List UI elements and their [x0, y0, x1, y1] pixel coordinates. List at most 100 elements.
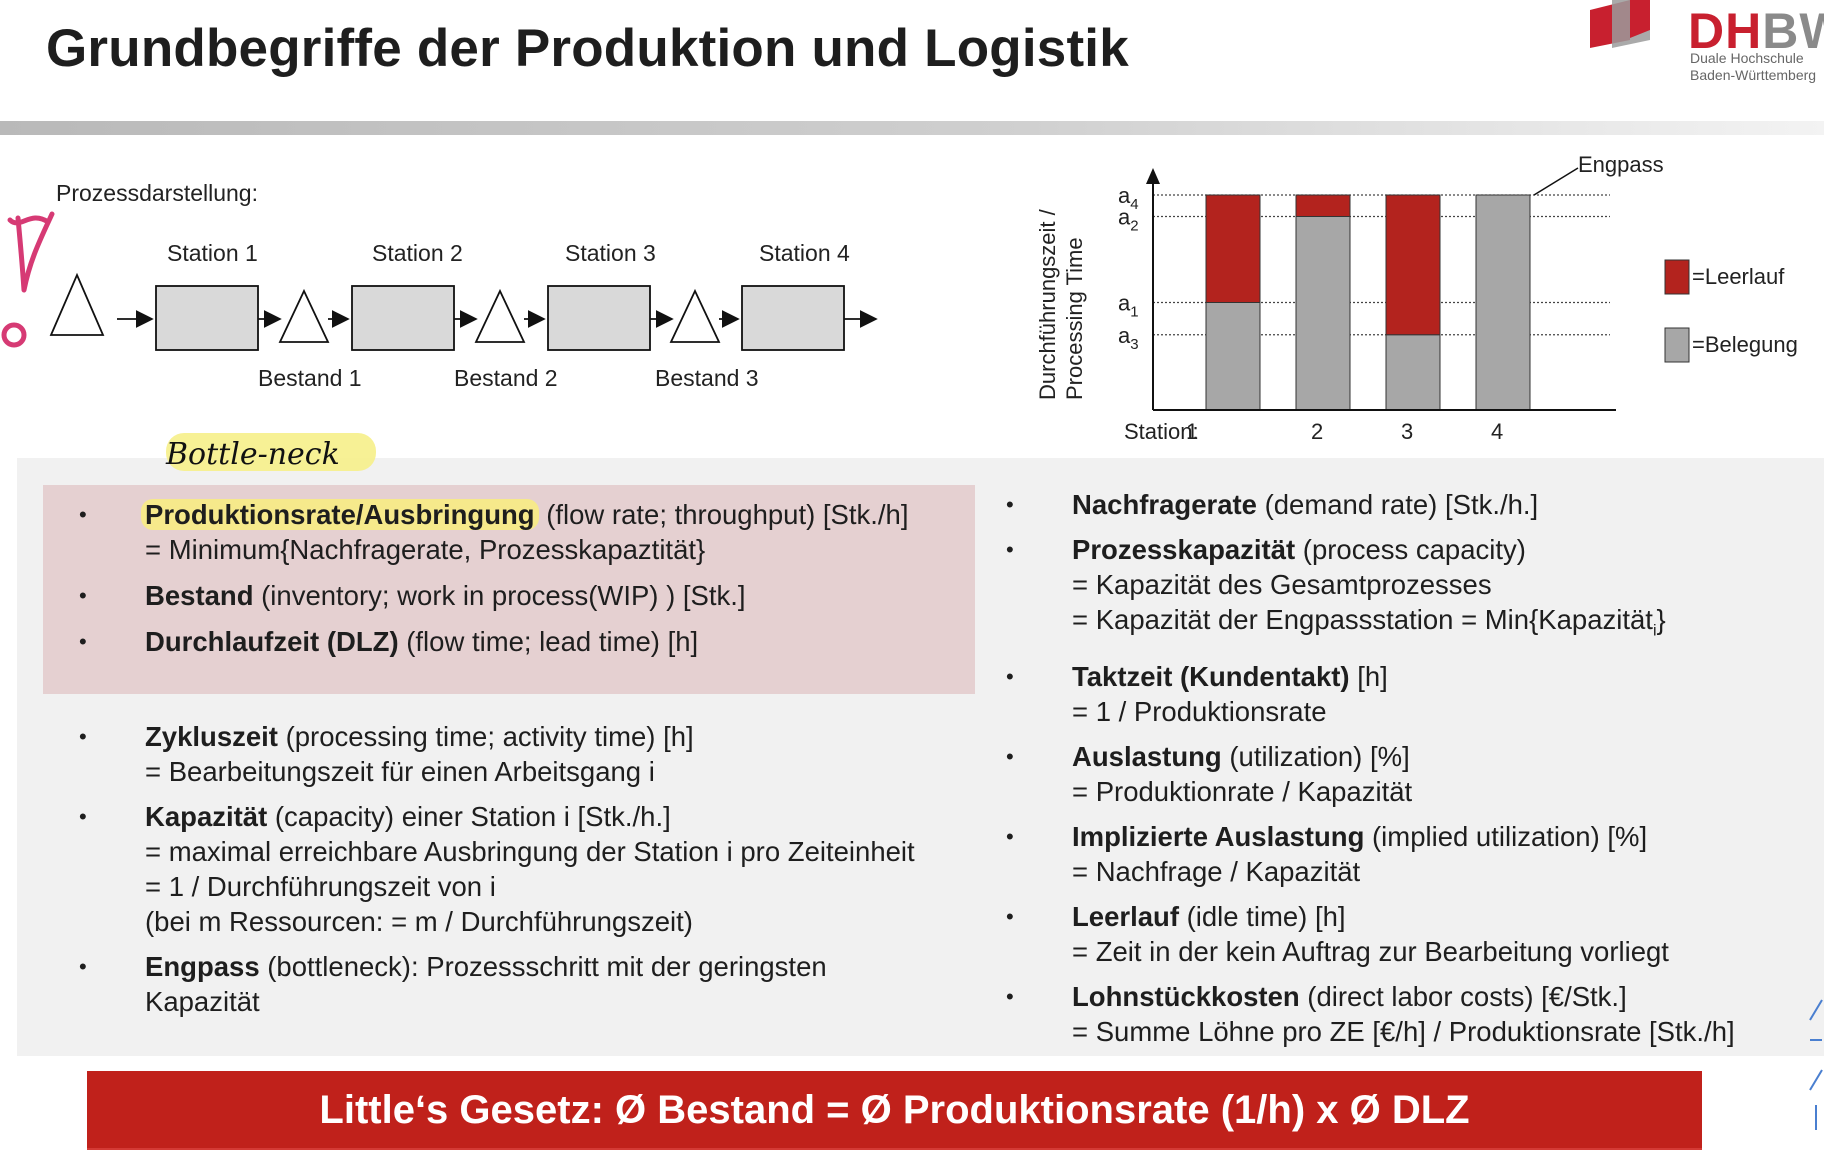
- bar-belegung-3: [1385, 334, 1441, 411]
- definition-text: (idle time) [h]: [1178, 900, 1346, 932]
- definition-text: (flow time; lead time) [h]: [398, 626, 699, 657]
- inventory-triangle-2: [474, 288, 526, 343]
- legend-label: =Belegung: [1692, 332, 1798, 357]
- definition-item: • Zykluszeit (processing time; activity t…: [43, 719, 993, 789]
- definition-item: • Nachfragerate (demand rate) [Stk./h.]: [970, 487, 1820, 522]
- definition-term: Lohnstückkosten: [1072, 980, 1300, 1012]
- process-heading: Prozessdarstellung:: [56, 180, 258, 206]
- definition-term: Leerlauf: [1072, 900, 1179, 932]
- definition-continuation: = Zeit in der kein Auftrag zur Bearbeitu…: [1072, 935, 1669, 967]
- bullet-icon: •: [1006, 492, 1014, 517]
- definition-item: • Leerlauf (idle time) [h] = Zeit in der k…: [970, 899, 1820, 969]
- inventory-label-1: Bestand 1: [258, 365, 362, 391]
- definition-item: • Lohnstückkosten (direct labor costs) [€…: [970, 979, 1820, 1049]
- legend-swatch: [1664, 259, 1690, 295]
- station-label-2: Station 2: [372, 240, 463, 266]
- footer-banner: [87, 1071, 1702, 1150]
- chart-x-axis-label: Station:: [1124, 419, 1199, 444]
- processing-time-chart: Durchführungszeit / Processing Time a4a2…: [1035, 152, 1798, 444]
- inventory-triangle-0: [49, 272, 105, 336]
- definitions-left-highlighted: • Produktionsrate/Ausbringung (flow rate;…: [43, 497, 993, 670]
- definition-text: (direct labor costs) [€/Stk.]: [1299, 980, 1627, 1012]
- definition-term: Auslastung: [1072, 740, 1222, 772]
- svg-text:Durchführungszeit /: Durchführungszeit /: [1035, 208, 1060, 400]
- bullet-icon: •: [79, 629, 87, 654]
- chart-y-tick-label: a1: [1118, 291, 1139, 321]
- station-label-4: Station 4: [759, 240, 850, 266]
- definition-continuation: = maximal erreichbare Ausbringung der St…: [145, 836, 915, 867]
- bar-belegung-2: [1295, 216, 1351, 411]
- definition-continuation: = Kapazität des Gesamtprozesses: [1072, 569, 1492, 600]
- definitions-left: • Zykluszeit (processing time; activity t…: [43, 719, 993, 1029]
- bullet-icon: •: [1006, 743, 1014, 769]
- definition-term: Prozesskapazität: [1072, 534, 1296, 565]
- engpass-annotation: Engpass: [1578, 152, 1664, 177]
- definition-item: • Taktzeit (Kundentakt) [h] = 1 / Produkti…: [970, 659, 1820, 729]
- station-box-4: [741, 285, 845, 351]
- svg-text:Bottle-neck: Bottle-neck: [165, 437, 340, 472]
- inventory-label-2: Bestand 2: [454, 365, 558, 391]
- station-box-2: [351, 285, 455, 351]
- legend-swatch: [1664, 327, 1690, 363]
- definition-continuation: = Bearbeitungszeit für einen Arbeitsgang…: [145, 756, 655, 787]
- definition-term: Kapazität: [145, 801, 268, 832]
- header-divider: [0, 121, 1824, 135]
- bar-belegung-1: [1205, 302, 1261, 411]
- bullet-icon: •: [1006, 983, 1014, 1009]
- definition-item: • Durchlaufzeit (DLZ) (flow time; lead ti…: [43, 624, 993, 659]
- chart-y-tick-label: a3: [1118, 323, 1139, 353]
- definition-item: • Bestand (inventory; work in process(WIP…: [43, 578, 993, 613]
- definition-term: Bestand: [145, 580, 254, 611]
- definition-text: (processing time; activity time) [h]: [277, 721, 694, 752]
- definition-item: • Engpass (bottleneck): Prozessschritt mi…: [43, 949, 993, 1019]
- definition-text: (process capacity): [1295, 534, 1526, 565]
- bullet-icon: •: [79, 724, 87, 749]
- littles-law: Little‘s Gesetz: Ø Bestand = Ø Produktio…: [319, 1088, 1470, 1132]
- handwritten-bottleneck-note: Bottle-neck: [165, 433, 376, 472]
- bar-leerlauf-3: [1385, 194, 1441, 336]
- definition-term: Taktzeit (Kundentakt): [1072, 660, 1350, 692]
- station-box-3: [547, 285, 651, 351]
- definition-item: • Implizierte Auslastung (implied utiliza…: [970, 819, 1820, 889]
- definition-item: • Prozesskapazität (process capacity) = Ka…: [970, 532, 1820, 649]
- logo-wordmark: DHBW: [1688, 3, 1824, 59]
- definition-continuation: = 1 / Produktionsrate: [1072, 695, 1327, 727]
- inventory-triangle-1: [278, 288, 330, 343]
- inventory-label-3: Bestand 3: [655, 365, 759, 391]
- definition-term: Engpass: [145, 951, 260, 982]
- definition-continuation: = Produktionrate / Kapazität: [1072, 775, 1413, 807]
- bullet-icon: •: [79, 804, 87, 829]
- chart-x-tick-label: 1: [1186, 419, 1198, 444]
- chart-y-axis-label: Durchführungszeit / Processing Time: [1035, 208, 1087, 400]
- chart-x-tick-label: 2: [1311, 419, 1323, 444]
- definition-continuation: (bei m Ressourcen: = m / Durchführungsze…: [145, 906, 693, 937]
- definition-term: Produktionsrate/Ausbringung: [141, 499, 539, 530]
- definition-text: [h]: [1349, 660, 1388, 692]
- definition-continuation: Kapazität: [145, 986, 260, 1017]
- bullet-icon: •: [79, 954, 87, 979]
- chart-x-tick-label: 3: [1401, 419, 1413, 444]
- definition-text: (implied utilization) [%]: [1364, 820, 1648, 852]
- handwritten-marks: [1, 211, 55, 348]
- definition-continuation: = Summe Löhne pro ZE [€/h] / Produktions…: [1072, 1015, 1735, 1047]
- station-label-1: Station 1: [167, 240, 258, 266]
- definitions-right: • Nachfragerate (demand rate) [Stk./h.] • P…: [970, 487, 1820, 1059]
- page-title: Grundbegriffe der Produktion und Logisti…: [46, 19, 1129, 78]
- definition-item: • Kapazität (capacity) einer Station i [S…: [43, 799, 993, 939]
- bullet-icon: •: [1006, 537, 1014, 562]
- inventory-triangle-3: [669, 288, 721, 343]
- svg-text:Processing Time: Processing Time: [1062, 237, 1087, 400]
- definition-term: Nachfragerate: [1072, 489, 1257, 520]
- bullet-icon: •: [1006, 663, 1014, 689]
- logo-subtitle: Duale Hochschule Baden-Württemberg: [1690, 50, 1817, 83]
- process-diagram: [49, 272, 878, 351]
- definition-text: (bottleneck): Prozessschritt mit der ger…: [259, 951, 827, 982]
- definition-term: Durchlaufzeit (DLZ): [145, 626, 399, 657]
- bullet-icon: •: [79, 502, 87, 527]
- bullet-icon: •: [1006, 903, 1014, 929]
- definition-text: (capacity) einer Station i [Stk./h.]: [267, 801, 671, 832]
- definition-term: Zykluszeit: [145, 721, 278, 752]
- bar-leerlauf-2: [1295, 194, 1351, 217]
- definition-item: • Auslastung (utilization) [%] = Produktio…: [970, 739, 1820, 809]
- definition-text: (demand rate) [Stk./h.]: [1256, 489, 1539, 520]
